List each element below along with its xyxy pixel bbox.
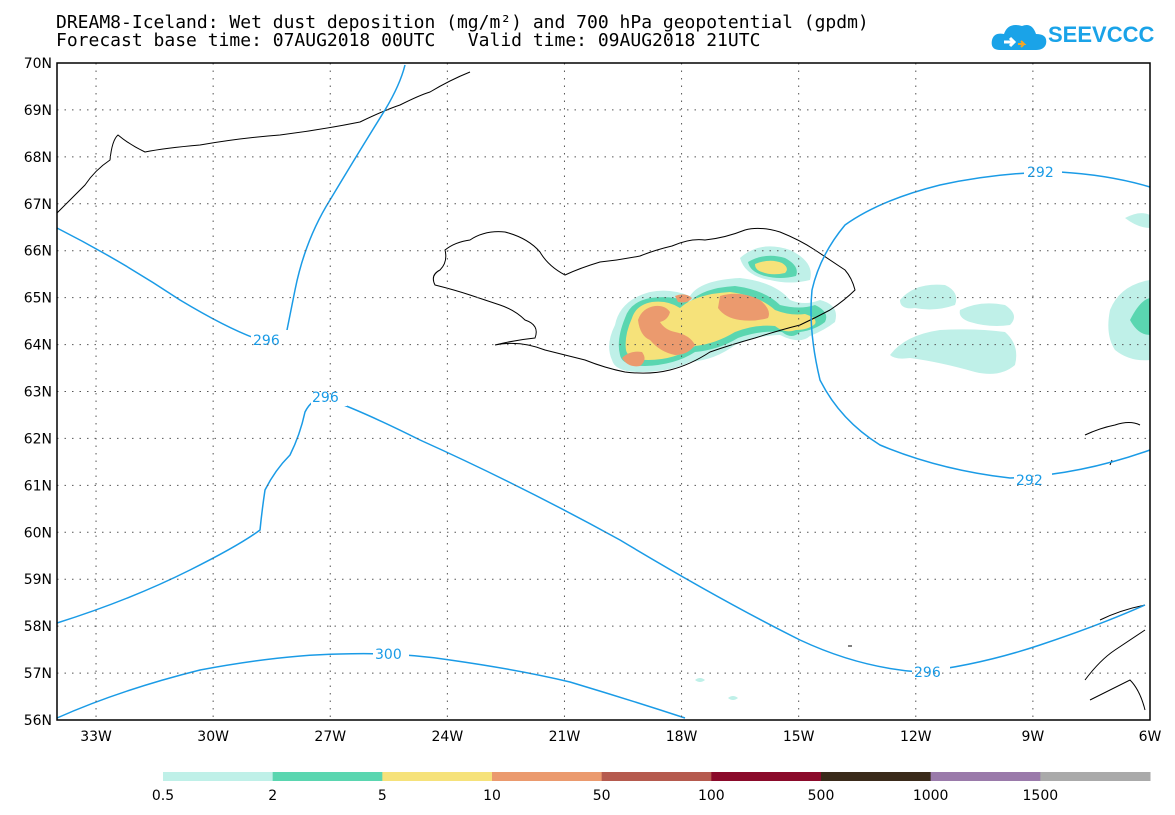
legend-label: 0.5 [151,788,175,804]
lat-tick-label: 68N [24,150,52,166]
lat-tick-label: 59N [24,572,52,588]
geopotential-contours [56,64,1151,719]
contour-label: 292 [1027,165,1054,181]
legend-label: 2 [268,788,278,804]
latitude-labels: 70N 69N 68N 67N 66N 65N 64N 63N 62N 61N 60N 59N 58N 5… [24,56,52,729]
lon-tick-label: 6W [1139,729,1162,745]
lat-tick-label: 64N [24,338,52,354]
lat-tick-label: 56N [24,713,52,729]
legend-colorbar [163,772,1151,781]
dust-deposition-shading [609,213,1150,700]
lon-tick-label: 30W [197,729,229,745]
lat-tick-label: 69N [24,103,52,119]
lat-tick-label: 57N [24,666,52,682]
logo-text: SEEVCCC [1048,22,1155,47]
coastlines [56,71,1146,711]
contour-label: 296 [253,333,280,349]
lat-tick-label: 70N [24,56,52,72]
legend-swatch [382,772,493,781]
lon-tick-label: 21W [549,729,581,745]
contour-label: 292 [1016,473,1043,489]
legend-swatch [930,772,1041,781]
contour-labels: 296 296 300 292 292 296 [251,162,1062,681]
legend-swatch [1040,772,1151,781]
legend-label: 10 [483,788,501,804]
lon-tick-label: 15W [783,729,815,745]
legend-swatch [821,772,932,781]
lat-tick-label: 62N [24,431,52,447]
lat-tick-label: 61N [24,478,52,494]
legend-label: 50 [592,788,611,804]
longitude-labels: 33W 30W 27W 24W 21W 18W 15W 12W 9W 6W [80,729,1161,745]
legend-swatch [711,772,822,781]
lat-tick-label: 60N [24,525,52,541]
lon-tick-label: 33W [80,729,112,745]
legend-label: 5 [377,788,387,804]
contour-label: 296 [312,390,339,406]
lon-tick-label: 24W [432,729,464,745]
legend-swatch [492,772,603,781]
legend-label: 1000 [912,788,949,804]
lon-tick-label: 27W [314,729,346,745]
lon-tick-label: 9W [1022,729,1045,745]
lat-tick-label: 63N [24,385,52,401]
lat-tick-label: 58N [24,619,52,635]
lat-tick-label: 67N [24,197,52,213]
map-frame [56,62,1151,721]
legend-label: 500 [807,788,835,804]
lon-tick-label: 18W [666,729,698,745]
lat-tick-label: 65N [24,291,52,307]
graticule [57,63,1150,720]
lat-tick-label: 66N [24,244,52,260]
seevccc-logo: SEEVCCC [990,20,1154,56]
legend-swatch [272,772,383,781]
lon-tick-label: 12W [900,729,932,745]
legend-swatch [163,772,274,781]
legend-swatch [601,772,712,781]
legend-label: 1500 [1022,788,1059,804]
cloud-icon [991,25,1047,50]
iceland-coast [432,227,856,374]
map-subtitle: Forecast base time: 07AUG2018 00UTC Vali… [56,30,761,51]
map-title: DREAM8-Iceland: Wet dust deposition (mg/… [56,12,869,33]
legend-label: 100 [697,788,725,804]
contour-label: 300 [375,647,402,663]
